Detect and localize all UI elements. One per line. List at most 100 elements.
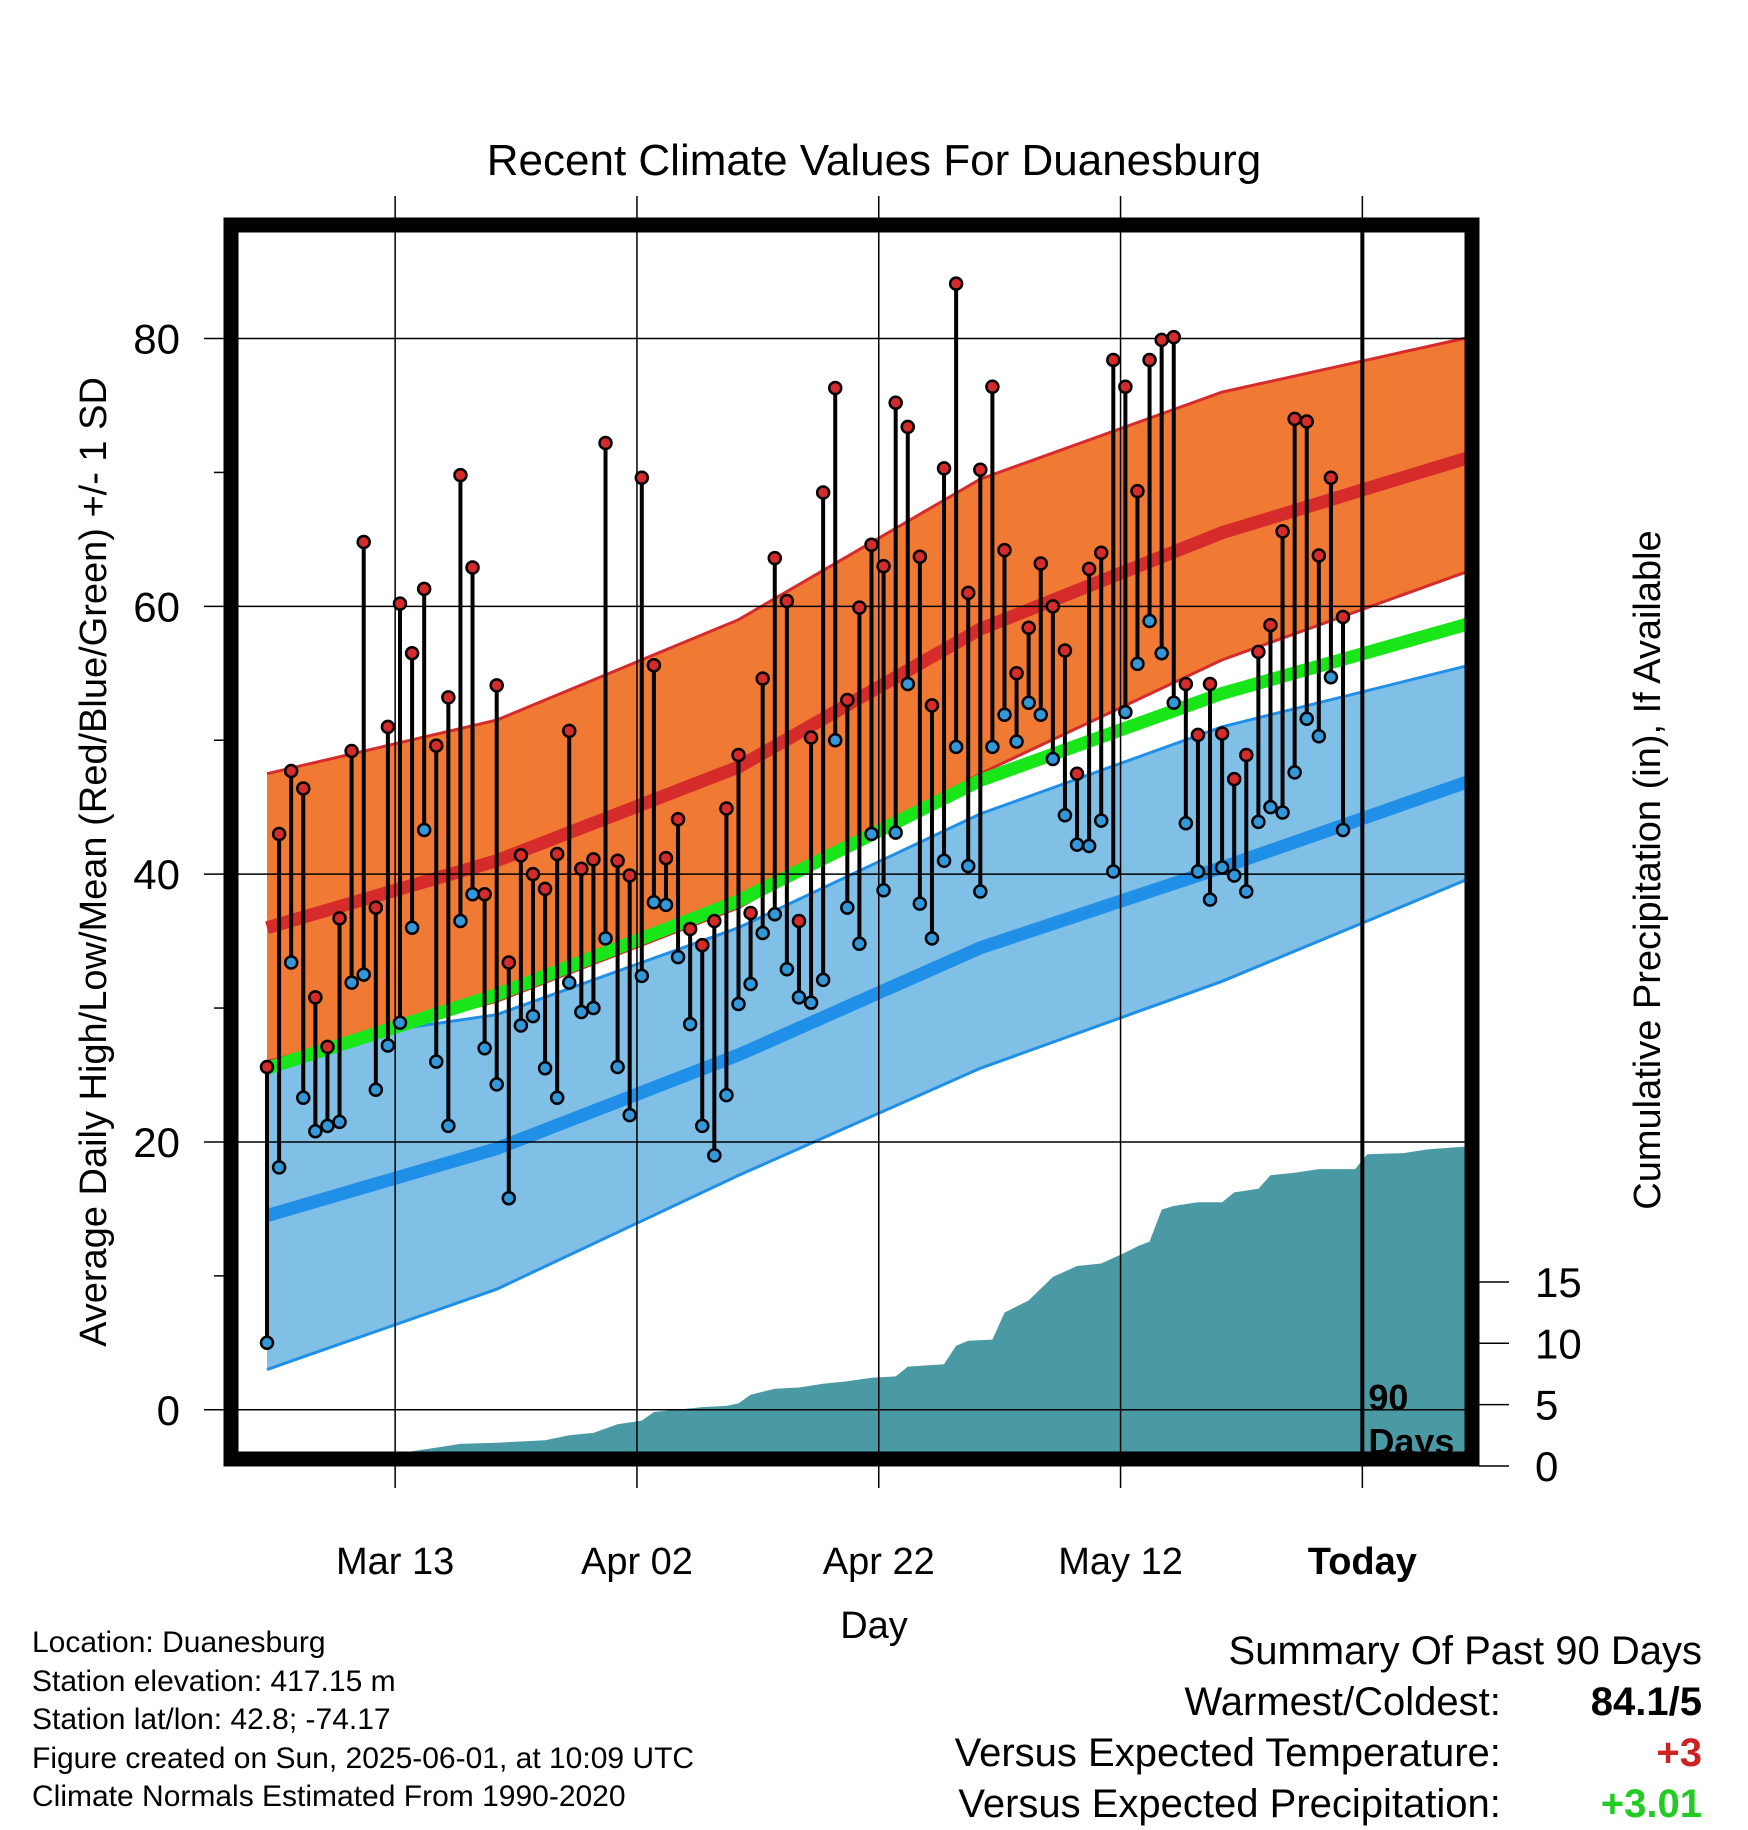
daily-low-point: [380, 1038, 396, 1053]
daily-low-point: [1009, 734, 1024, 749]
daily-low-point: [1190, 864, 1206, 879]
normal-low-line: [265, 775, 1465, 1222]
low-sd-band: [267, 666, 1465, 1370]
daily-low-point: [562, 975, 577, 990]
daily-high-point: [803, 730, 819, 745]
daily-low-point: [694, 1118, 710, 1134]
daily-low-point: [525, 1008, 541, 1024]
daily-low-point: [1142, 613, 1157, 629]
daily-high-point: [1154, 332, 1169, 348]
daily-low-point: [1323, 670, 1339, 685]
daily-high-point: [1311, 548, 1327, 563]
daily-high-point: [465, 560, 480, 575]
daily-low-point: [840, 900, 855, 915]
daily-high-point: [429, 738, 444, 753]
daily-low-point: [948, 739, 964, 755]
daily-low-point: [332, 1114, 347, 1130]
daily-low-point: [924, 931, 940, 946]
daily-high-point: [634, 470, 650, 486]
daily-low-point: [296, 1090, 311, 1106]
daily-high-point: [1130, 483, 1145, 499]
x-tick-label: Mar 13: [336, 1541, 454, 1583]
low-sd-band-lower-edge: [266, 878, 1465, 1372]
daily-low-point: [259, 1335, 275, 1351]
daily-low-point: [368, 1082, 384, 1097]
daily-high-point: [368, 900, 384, 915]
daily-high-point: [537, 881, 553, 897]
x-tick-label: May 12: [1058, 1541, 1183, 1583]
x-tick-label: Apr 22: [823, 1541, 935, 1583]
daily-high-point: [1202, 676, 1218, 692]
daily-low-point: [791, 990, 807, 1005]
daily-high-point: [840, 692, 855, 708]
daily-low-point: [392, 1015, 408, 1031]
daily-low-point: [1178, 816, 1194, 831]
daily-low-point: [477, 1040, 492, 1056]
days-label-number: 90: [1368, 1377, 1408, 1418]
daily-high-point: [936, 461, 952, 476]
daily-low-point: [1214, 860, 1230, 875]
daily-high-point: [1142, 352, 1157, 368]
daily-low-point: [743, 976, 758, 992]
daily-low-point: [320, 1118, 335, 1134]
daily-high-point: [1214, 726, 1230, 741]
daily-high-point: [404, 645, 420, 661]
daily-low-point: [973, 884, 988, 899]
y-tick-label: 20: [133, 1119, 180, 1166]
daily-low-point: [1311, 728, 1327, 744]
daily-high-point: [1275, 524, 1290, 539]
daily-low-point: [1081, 838, 1097, 854]
daily-high-point: [1299, 414, 1314, 429]
daily-high-point: [791, 913, 807, 929]
daily-low-point: [997, 707, 1012, 723]
daily-low-point: [1202, 892, 1218, 907]
y2-tick-label: 5: [1535, 1382, 1558, 1429]
daily-high-point: [320, 1039, 335, 1055]
daily-high-point: [1009, 666, 1024, 681]
location-text: Location: Duanesburg: [32, 1626, 326, 1659]
daily-high-point: [1057, 643, 1073, 658]
daily-high-point: [1166, 329, 1181, 345]
daily-low-point: [707, 1148, 722, 1163]
summary-precip-anomaly: Versus Expected Precipitation: +3.01: [942, 1779, 1702, 1830]
daily-high-point: [1045, 599, 1061, 614]
daily-high-point: [1178, 676, 1194, 692]
daily-high-point: [259, 1059, 275, 1075]
y-tick-label: 80: [133, 316, 180, 363]
daily-low-point: [1093, 813, 1109, 828]
daily-high-point: [985, 379, 1000, 394]
daily-high-point: [586, 852, 601, 867]
daily-high-point: [1263, 617, 1278, 633]
daily-high-point: [344, 743, 359, 759]
daily-low-point: [767, 907, 783, 922]
daily-low-point: [1130, 656, 1145, 672]
daily-high-point: [622, 868, 637, 883]
daily-high-point: [973, 462, 988, 477]
elevation-text: Station elevation: 417.15 m: [32, 1664, 396, 1698]
daily-high-point: [380, 719, 396, 735]
daily-low-point: [1299, 711, 1314, 727]
daily-high-point: [755, 671, 770, 686]
daily-low-point: [1226, 868, 1242, 883]
daily-high-point: [416, 581, 432, 597]
daily-high-point: [1106, 352, 1121, 368]
daily-high-point: [489, 678, 504, 693]
daily-low-point: [598, 931, 613, 946]
daily-low-point: [622, 1107, 637, 1123]
daily-high-point: [694, 937, 710, 953]
daily-high-point: [1226, 771, 1242, 787]
daily-high-point: [1081, 561, 1097, 577]
daily-high-point: [900, 419, 916, 435]
chart-title: Recent Climate Values For Duanesburg: [487, 136, 1261, 185]
vs-temp-value: +3: [1656, 1731, 1702, 1775]
daily-high-point: [658, 850, 674, 866]
y2-tick-label: 0: [1535, 1443, 1558, 1490]
daily-high-point: [719, 801, 734, 816]
y2-tick-label: 10: [1535, 1320, 1582, 1367]
daily-high-point: [610, 853, 625, 868]
daily-low-point: [960, 858, 976, 874]
daily-low-point: [429, 1054, 444, 1069]
daily-high-point: [453, 467, 468, 483]
